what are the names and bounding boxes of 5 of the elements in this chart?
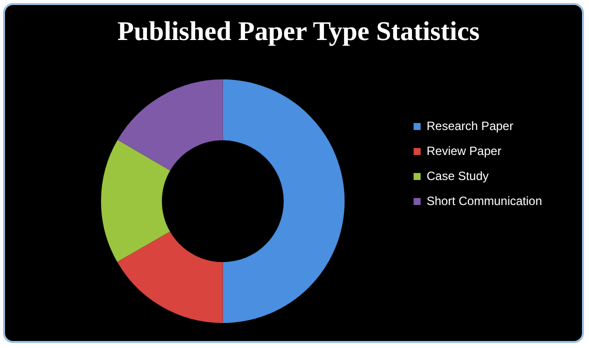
- legend-label: Research Paper: [426, 118, 514, 133]
- chart-title: Published Paper Type Statistics: [117, 16, 480, 46]
- legend-label: Review Paper: [426, 144, 502, 158]
- legend-label: Short Communication: [426, 194, 542, 208]
- legend-label: Case Study: [426, 168, 489, 183]
